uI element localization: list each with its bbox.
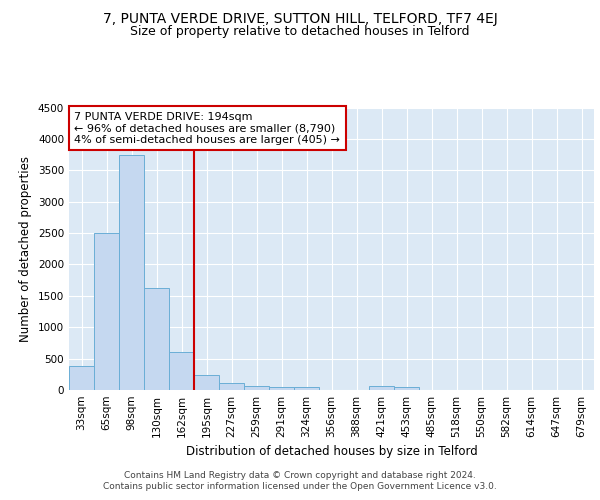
Text: Contains public sector information licensed under the Open Government Licence v3: Contains public sector information licen… (103, 482, 497, 491)
Bar (94, 233, 119, 390)
Text: 7 PUNTA VERDE DRIVE: 194sqm
← 96% of detached houses are smaller (8,790)
4% of s: 7 PUNTA VERDE DRIVE: 194sqm ← 96% of det… (74, 112, 340, 145)
Bar (244, 386, 269, 390)
Bar (369, 386, 394, 390)
Bar (69, 366, 94, 390)
Bar (219, 383, 244, 390)
Text: 7, PUNTA VERDE DRIVE, SUTTON HILL, TELFORD, TF7 4EJ: 7, PUNTA VERDE DRIVE, SUTTON HILL, TELFO… (103, 12, 497, 26)
X-axis label: Distribution of detached houses by size in Telford: Distribution of detached houses by size … (185, 446, 478, 458)
Bar (144, 288, 169, 390)
Bar (194, 375, 219, 390)
Text: Size of property relative to detached houses in Telford: Size of property relative to detached ho… (130, 25, 470, 38)
Bar (394, 386, 419, 390)
Bar (294, 386, 319, 390)
Text: Contains HM Land Registry data © Crown copyright and database right 2024.: Contains HM Land Registry data © Crown c… (124, 471, 476, 480)
Bar (169, 352, 194, 390)
Y-axis label: Number of detached properties: Number of detached properties (19, 156, 32, 342)
Bar (269, 386, 294, 390)
Bar (119, 154, 144, 390)
